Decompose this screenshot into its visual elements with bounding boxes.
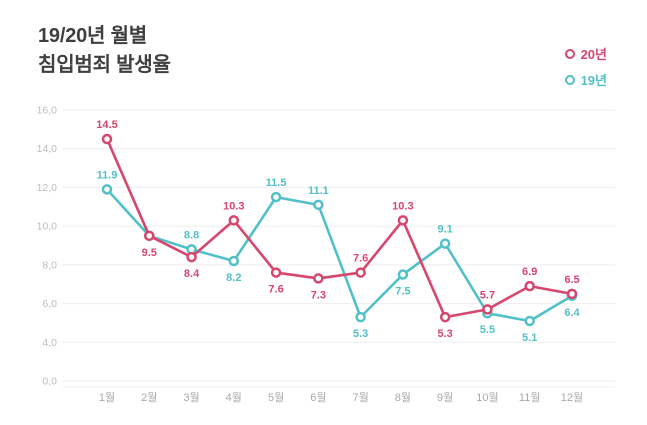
x-axis-label: 2월 [141,391,157,404]
legend-label-2019: 19년 [580,73,607,88]
data-point-label: 7.6 [353,253,368,265]
data-point-label: 7.6 [268,284,283,296]
data-point-label: 8.8 [184,229,199,241]
data-point-marker [524,280,535,292]
y-axis-tick-label: 0,0 [42,375,57,387]
data-point-label: 11.5 [266,177,287,189]
legend-item-2019: 19년 [564,70,607,89]
y-axis-tick-label: 12,0 [37,182,58,194]
x-axis-label: 4월 [226,391,242,404]
y-axis-tick-label: 4,0 [42,337,57,349]
y-axis-tick-label: 6,0 [42,298,57,310]
x-axis-label: 10월 [476,391,498,404]
data-point-marker [355,311,366,323]
data-point-marker [355,267,366,278]
data-point-label: 5.3 [438,328,453,340]
data-point-label: 7.5 [395,286,410,298]
chart-title-line1: 19/20년 월별 [38,25,148,47]
data-point-label: 5.3 [353,328,368,340]
data-point-marker [439,238,451,249]
legend-item-2020: 20년 [564,44,607,63]
data-point-label: 6.5 [564,274,579,286]
data-point-marker [397,269,409,280]
x-axis-label: 7월 [352,391,368,404]
data-point-marker [144,230,155,242]
y-axis-tick-label: 16,0 [37,105,58,117]
data-point-label: 9.5 [142,247,157,259]
legend-label-2020: 20년 [580,47,607,62]
data-point-label: 6.9 [522,266,537,278]
chart-legend: 20년 19년 [564,44,607,89]
data-point-marker [524,315,535,327]
data-point-marker [566,288,578,300]
series-2020-marker-icon [564,48,575,59]
x-axis-label: 1월 [99,391,115,404]
y-axis-tick-label: 8,0 [42,259,57,271]
x-axis-label: 5월 [268,391,284,404]
y-axis-tick-label: 10,0 [37,221,58,233]
data-point-label: 11.1 [308,185,329,197]
data-point-marker [101,184,113,195]
data-point-label: 10.3 [392,200,413,212]
data-point-label: 6.4 [564,307,580,319]
data-point-marker [482,304,493,315]
data-point-label: 5.5 [480,324,495,336]
data-point-marker [439,311,451,323]
data-point-label: 8.2 [226,272,241,284]
series-2019-marker-icon [564,74,575,85]
series-line-19년 [106,188,573,323]
chart-title-line2: 침입범죄 발생율 [38,54,171,76]
data-point-marker [270,267,282,278]
data-point-label: 11.9 [97,169,118,181]
x-axis-label: 9월 [437,391,453,404]
series-line-20년 [105,138,573,319]
data-point-marker [228,255,240,267]
x-axis-label: 12월 [561,391,583,404]
x-axis-label: 3월 [183,391,199,404]
data-point-marker [186,251,197,263]
data-point-marker [313,199,324,211]
data-point-label: 5.7 [480,289,495,301]
data-point-label: 9.1 [438,224,453,236]
data-point-label: 5.1 [522,332,537,344]
data-point-label: 7.3 [311,289,326,301]
x-axis-label: 8월 [395,391,411,404]
data-point-label: 10.3 [223,200,244,212]
data-point-marker [313,273,324,284]
data-point-label: 14.5 [96,119,117,131]
data-point-marker [270,191,282,203]
data-point-marker [101,133,113,145]
y-axis-tick-label: 14,0 [37,143,58,155]
data-point-marker [228,215,240,226]
data-point-label: 8.4 [184,268,200,280]
data-point-marker [397,215,409,226]
x-axis-label: 11월 [519,391,541,404]
chart-title: 19/20년 월별 침입범죄 발생율 [38,22,171,80]
x-axis-label: 6월 [310,391,326,404]
